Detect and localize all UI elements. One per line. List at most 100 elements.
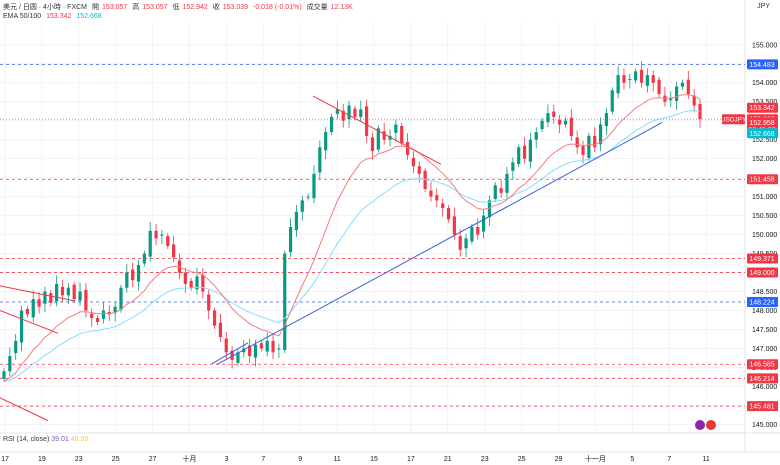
candle-body	[645, 75, 649, 86]
candle-body	[604, 113, 609, 127]
y-tick-label: 152.000	[752, 156, 777, 163]
candle-body	[300, 200, 304, 212]
price-tag	[747, 117, 778, 128]
candle-body	[470, 227, 474, 242]
candle-body	[394, 124, 398, 133]
candle-body	[177, 260, 182, 273]
candle-body	[195, 276, 199, 290]
candle-body	[131, 269, 135, 281]
candle-body	[335, 109, 339, 114]
price-tag	[747, 128, 778, 139]
candle-body	[25, 309, 29, 315]
candle-body	[359, 109, 363, 117]
x-tick-label: 17	[407, 456, 415, 463]
candle-body	[452, 216, 456, 235]
x-tick-label: 23	[481, 456, 489, 463]
candle-body	[634, 71, 638, 81]
price-tag	[747, 102, 778, 113]
candle-body	[95, 318, 100, 322]
x-tick-label: 11	[702, 456, 709, 463]
candle-body	[540, 120, 544, 130]
level-price-tag	[747, 401, 778, 412]
candle-body	[628, 78, 632, 80]
candle-body	[411, 157, 416, 167]
x-tick-label: 21	[444, 456, 452, 463]
candle-body	[487, 200, 492, 218]
candle-body	[253, 344, 258, 358]
candle-body	[189, 280, 193, 288]
candle-body	[201, 274, 205, 292]
y-tick-label: 150.500	[752, 213, 777, 220]
level-price-tag	[747, 253, 778, 264]
candle-body	[435, 195, 439, 201]
candle-body	[370, 137, 375, 152]
candle-body	[8, 356, 12, 372]
y-tick-label: 147.500	[752, 327, 777, 334]
candle-body	[259, 343, 263, 349]
y-tick-label: 155.000	[752, 42, 777, 49]
candle-body	[464, 238, 468, 249]
symbol-title[interactable]: 美元 / 日圆 · 4小時 · FXCM	[3, 4, 87, 11]
trendline	[0, 310, 59, 334]
x-tick-label: 7	[261, 456, 265, 463]
y-tick-label: 148.500	[752, 289, 777, 296]
trendline	[0, 397, 49, 422]
candle-body	[72, 284, 76, 300]
candle-body	[563, 120, 568, 125]
ema100-line	[3, 110, 701, 383]
ema50-value: 153.342	[46, 13, 72, 20]
ema50-line	[3, 94, 701, 382]
event-icon	[695, 420, 705, 430]
level-price-label: 145.481	[749, 404, 774, 411]
candle-body	[657, 79, 661, 95]
level-price-label: 151.458	[749, 177, 774, 184]
x-tick-label: 25	[112, 456, 120, 463]
candle-body	[569, 117, 573, 136]
candle-body	[558, 119, 562, 125]
candle-body	[119, 287, 123, 310]
candle-body	[686, 79, 690, 95]
y-tick-label: 154.000	[752, 80, 777, 87]
candle-body	[528, 139, 532, 162]
y-tick-label: 152.500	[752, 137, 777, 144]
price-tag-label: 152.668	[749, 131, 774, 138]
trendline	[211, 342, 249, 365]
candle-body	[329, 116, 334, 133]
open-value: 153.057	[101, 4, 128, 11]
flag-icon	[706, 420, 716, 430]
candle-body	[236, 352, 240, 363]
candle-body	[84, 290, 88, 311]
candle-body	[534, 132, 538, 140]
candle-body	[680, 82, 685, 87]
candle-body	[511, 162, 515, 171]
candle-body	[593, 135, 597, 148]
y-tick-label: 148.000	[752, 308, 777, 315]
candle-body	[312, 173, 316, 199]
x-tick-label: 9	[298, 456, 302, 463]
low-label: 低	[172, 4, 180, 11]
candle-body	[423, 170, 427, 190]
candle-body	[125, 272, 129, 288]
x-tick-label: 十一月	[585, 454, 606, 463]
candle-body	[481, 215, 486, 232]
candle-body	[622, 75, 626, 83]
candle-body	[101, 310, 106, 319]
x-tick-label: 25	[518, 456, 526, 463]
candle-body	[265, 340, 269, 352]
ema-legend[interactable]: EMA 50/100 153.342 152.668	[3, 13, 105, 20]
candle-body	[417, 166, 421, 174]
candle-body	[2, 371, 6, 379]
candle-body	[341, 110, 345, 121]
candle-body	[388, 135, 392, 140]
candle-body	[248, 345, 252, 357]
candle-body	[400, 126, 404, 144]
rsi-legend[interactable]: RSI (14, close) 39.01 49.09	[3, 436, 88, 443]
candle-body	[55, 283, 59, 302]
candle-body	[14, 340, 18, 354]
candle-body	[49, 293, 53, 303]
candle-body	[90, 313, 94, 319]
y-tick-label: 145.000	[752, 422, 777, 429]
candle-body	[382, 131, 386, 140]
candle-body	[675, 86, 679, 101]
